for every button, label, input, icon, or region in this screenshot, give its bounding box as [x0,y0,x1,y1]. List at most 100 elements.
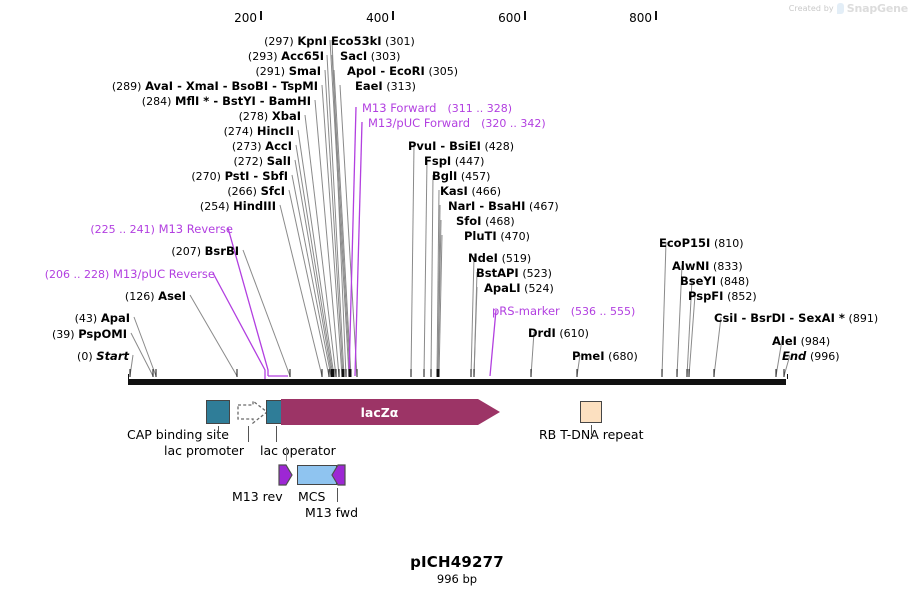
enzyme-name: SfcI [260,184,285,198]
enzyme-name: SmaI [288,64,321,78]
enzyme-position: (289) [111,80,142,93]
enzyme-label: EaeI (313) [355,80,416,93]
lacz-alpha-feature[interactable]: lacZα [281,399,500,425]
enzyme-name: AvaI - XmaI - BsoBI - TspMI [145,79,318,93]
primer-name: pRS-marker [492,304,560,318]
enzyme-position: (273) [231,140,262,153]
enzyme-label: AleI (984) [772,335,830,348]
enzyme-position: (278) [238,110,269,123]
mcs-label: MCS [298,489,326,504]
enzyme-label: (0) Start [0,350,129,363]
enzyme-name: EcoP15I [659,236,711,250]
enzyme-name: ApaLI [484,281,521,295]
enzyme-label: (254) HindIII [0,200,276,213]
enzyme-position: (43) [74,312,98,325]
enzyme-label: KasI (466) [440,185,501,198]
enzyme-label: SfoI (468) [456,215,515,228]
enzyme-label: BstAPI (523) [476,267,552,280]
enzyme-position: (524) [524,282,554,295]
enzyme-position: (270) [191,170,221,183]
enzyme-name: End [782,349,807,363]
enzyme-position: (467) [529,200,559,213]
enzyme-name: PspFI [688,289,724,303]
enzyme-name: HindIII [233,199,276,213]
watermark-created-by: Created by [788,4,834,13]
enzyme-name: PmeI [572,349,605,363]
ruler-tick-label: 400 [366,11,389,25]
enzyme-position: (297) [264,35,294,48]
enzyme-position: (810) [713,237,744,250]
enzyme-label: (126) AseI [0,290,186,303]
enzyme-position: (293) [247,50,278,63]
enzyme-name: MflI * - BstYI - BamHI [175,94,311,108]
enzyme-name: ApaI [100,311,130,325]
caption-tick [218,426,219,436]
cap-binding-site-feature[interactable] [206,400,230,424]
enzyme-position: (848) [719,275,750,288]
lac-promoter-feature[interactable] [237,400,269,424]
enzyme-name: NdeI [468,251,498,265]
enzyme-label: (297) KpnI [0,35,327,48]
enzyme-position: (610) [559,327,589,340]
m13-fwd-label: M13 fwd [305,505,359,520]
caption-tick [276,426,277,442]
ruler-tick-label: 200 [234,11,257,25]
caption-tick [591,425,592,435]
enzyme-position: (519) [501,252,532,265]
enzyme-name: AccI [265,139,292,153]
enzyme-name: AlwNI [672,259,710,273]
enzyme-name: BsrBI [204,244,239,258]
lac-operator-label: lac operator [260,443,336,458]
enzyme-name: BglI [432,169,458,183]
enzyme-name: KasI [440,184,468,198]
enzyme-name: AseI [158,289,186,303]
caption-tick [286,447,287,461]
enzyme-label: (293) Acc65I [0,50,324,63]
primer-label: pRS-marker (536 .. 555) [492,305,635,318]
enzyme-label: NdeI (519) [468,252,531,265]
enzyme-position: (996) [809,350,840,363]
plasmid-title: pICH49277 [410,553,504,571]
enzyme-label: (43) ApaI [0,312,130,325]
primer-name: M13 Reverse [158,222,233,236]
enzyme-position: (272) [233,155,264,168]
enzyme-name: FspI [424,154,452,168]
watermark-brand: SnapGene [846,2,908,15]
m13-rev-feature[interactable] [278,463,294,487]
sequence-ruler [128,374,788,390]
lacz-arrow-head [478,399,500,425]
lacz-arrow-label: lacZα [360,404,399,420]
rb-tdna-repeat-feature[interactable] [580,401,602,423]
enzyme-position: (301) [385,35,415,48]
primer-name: M13/pUC Reverse [112,267,215,281]
ruler-tick [260,11,262,20]
lacz-arrow-body [281,399,478,425]
enzyme-name: Start [96,349,129,363]
enzyme-label: ApaLI (524) [484,282,554,295]
primer-range: (225 .. 241) [90,223,155,236]
m13-fwd-feature[interactable] [330,463,346,487]
enzyme-name: PstI - SbfI [224,169,288,183]
enzyme-label: (270) PstI - SbfI [0,170,288,183]
enzyme-position: (457) [460,170,491,183]
ruler-bar [128,379,786,385]
primer-range: (536 .. 555) [570,305,636,318]
enzyme-label: (207) BsrBI [0,245,239,258]
enzyme-position: (313) [386,80,416,93]
enzyme-label: PspFI (852) [688,290,757,303]
enzyme-position: (852) [727,290,757,303]
snapgene-logo-icon [836,3,844,14]
enzyme-position: (305) [428,65,459,78]
enzyme-label: BseYI (848) [680,275,749,288]
enzyme-label: (266) SfcI [0,185,285,198]
enzyme-position: (254) [199,200,230,213]
enzyme-position: (303) [370,50,401,63]
enzyme-name: BseYI [680,274,717,288]
primer-range: (206 .. 228) [44,268,110,281]
enzyme-name: AleI [772,334,797,348]
enzyme-label: FspI (447) [424,155,484,168]
enzyme-label: DrdI (610) [528,327,589,340]
enzyme-label: ApoI - EcoRI (305) [347,65,458,78]
enzyme-name: PvuI - BsiEI [408,139,481,153]
